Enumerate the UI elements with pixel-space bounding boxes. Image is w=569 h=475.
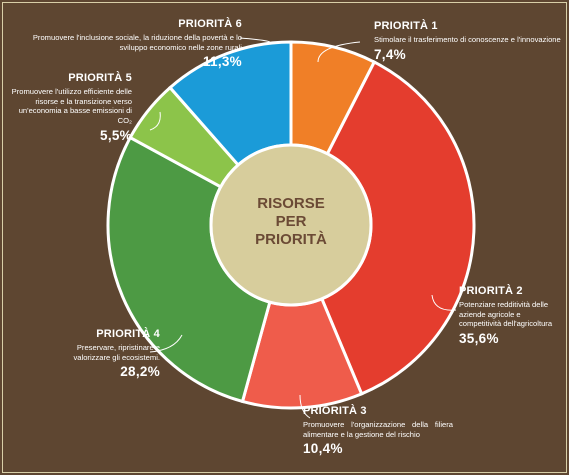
leader-lines [149,37,457,419]
leader-p2 [431,294,457,311]
priority-3-value: 10,4% [303,441,343,457]
label-priority-1: PRIORITÀ 1 Stimolare il trasferimento di… [374,20,564,62]
center-label: RISORSE PER PRIORITÀ [221,195,361,249]
center-disc [209,143,373,307]
priority-2-description: Potenziare redditività delle aziende agr… [459,299,553,329]
priority-6-description: Promuovere l'inclusione sociale, la ridu… [32,32,242,52]
priority-4-description: Preservare, ripristinare e valorizzare g… [73,342,160,362]
priority-6-value: 11,3% [202,54,242,70]
priority-6-title: PRIORITÀ 6 [178,18,242,30]
priority-4-value: 28,2% [120,364,160,380]
label-priority-4: PRIORITÀ 4 Preservare, ripristinare e va… [55,328,160,380]
center-label-line-3: PRIORITÀ [255,231,327,248]
label-priority-3: PRIORITÀ 3 Promuovere l'organizzazione d… [303,405,453,457]
label-priority-6: PRIORITÀ 6 Promuovere l'inclusione socia… [20,18,242,70]
priority-5-title: PRIORITÀ 5 [68,72,132,84]
priority-4-title: PRIORITÀ 4 [96,328,160,340]
priority-2-value: 35,6% [459,331,499,347]
leader-p3 [299,394,311,419]
priority-2-title: PRIORITÀ 2 [459,285,523,297]
label-priority-5: PRIORITÀ 5 Promuovere l'utilizzo efficie… [10,72,132,144]
priority-1-value: 7,4% [374,46,406,62]
center-label-line-2: PER [275,213,307,230]
priority-3-description: Promuovere l'organizzazione della filier… [303,419,453,439]
priority-5-value: 5,5% [100,128,132,144]
leader-p6 [239,37,271,43]
priority-1-title: PRIORITÀ 1 [374,20,438,32]
label-priority-2: PRIORITÀ 2 Potenziare redditività delle … [459,285,559,347]
priority-3-title: PRIORITÀ 3 [303,405,367,417]
priority-1-description: Stimolare il trasferimento di conoscenze… [374,34,561,44]
leader-p4 [149,334,183,353]
center-label-line-1: RISORSE [257,195,325,212]
leader-p1 [317,41,361,63]
priority-5-description: Promuovere l'utilizzo efficiente delle r… [11,86,132,126]
leader-p5 [149,111,161,131]
